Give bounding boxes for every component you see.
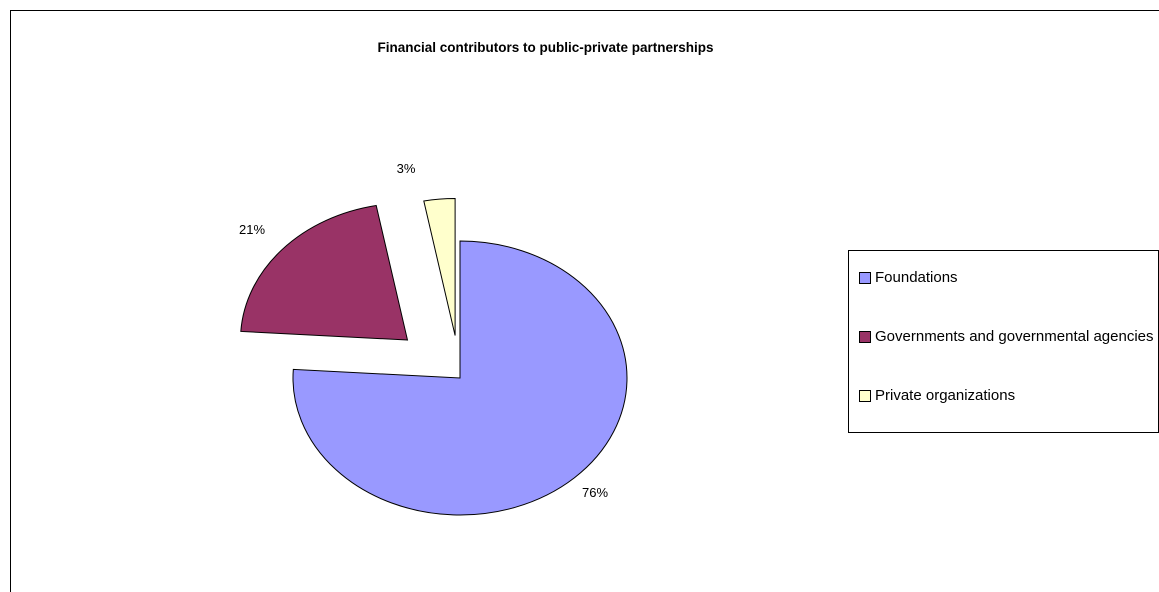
chart-title: Financial contributors to public-private… xyxy=(377,40,714,55)
legend-label-governments: Governments and governmental agencies xyxy=(875,328,1154,345)
legend-label-foundations: Foundations xyxy=(875,269,958,286)
legend-swatch-governments xyxy=(859,331,871,343)
pie-slice-governments xyxy=(240,204,409,341)
legend-item-foundations: Foundations xyxy=(859,269,1159,286)
chart-legend: Foundations Governments and governmental… xyxy=(848,250,1159,433)
pie-slice-private xyxy=(423,198,456,336)
pie-slice-foundations xyxy=(292,240,628,516)
chart-area xyxy=(10,10,1159,592)
legend-swatch-foundations xyxy=(859,272,871,284)
pie-chart: 76% 21% 3% xyxy=(239,161,628,516)
legend-label-private-organizations: Private organizations xyxy=(875,387,1016,404)
pie-label-governments: 21% xyxy=(239,222,265,237)
legend-swatch-private-organizations xyxy=(859,390,871,402)
legend-item-private-organizations: Private organizations xyxy=(859,387,1159,404)
pie-label-private: 3% xyxy=(397,161,416,176)
pie-label-foundations: 76% xyxy=(582,485,608,500)
legend-item-governments: Governments and governmental agencies xyxy=(859,328,1159,345)
